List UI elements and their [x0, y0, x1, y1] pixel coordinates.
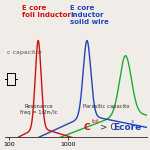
- Text: E core
inductor
solid wire: E core inductor solid wire: [70, 5, 109, 26]
- Text: Resonance
freq = 1/2π√lc: Resonance freq = 1/2π√lc: [20, 104, 58, 115]
- Text: Ecore: Ecore: [113, 123, 141, 132]
- Text: C: C: [83, 123, 90, 132]
- Text: foil: foil: [92, 118, 100, 123]
- Text: Parasitic capacito: Parasitic capacito: [83, 104, 129, 109]
- Text: s: s: [130, 118, 134, 123]
- Text: c capacitor: c capacitor: [7, 50, 42, 55]
- Text: E core
foil inductor: E core foil inductor: [22, 5, 71, 18]
- Text: > C: > C: [97, 123, 117, 132]
